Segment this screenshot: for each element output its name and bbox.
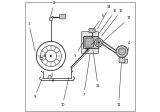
Circle shape (116, 46, 128, 57)
Circle shape (49, 17, 53, 21)
Text: 3: 3 (74, 43, 83, 58)
FancyBboxPatch shape (84, 37, 99, 49)
Circle shape (48, 75, 52, 79)
Text: 9: 9 (33, 78, 43, 99)
Circle shape (95, 38, 103, 47)
Text: 17: 17 (103, 16, 132, 41)
Circle shape (50, 55, 52, 57)
Text: 11: 11 (93, 50, 100, 88)
Circle shape (98, 41, 100, 44)
Circle shape (118, 48, 126, 55)
Text: 13: 13 (84, 41, 95, 52)
Text: 5: 5 (92, 14, 104, 30)
Text: 7: 7 (83, 54, 90, 97)
Text: 6: 6 (36, 54, 46, 58)
Text: 12: 12 (116, 62, 121, 107)
Text: 10: 10 (60, 77, 69, 107)
Text: 2: 2 (50, 1, 55, 17)
Text: 1: 1 (28, 22, 35, 52)
Circle shape (96, 40, 101, 45)
FancyBboxPatch shape (60, 14, 66, 19)
FancyBboxPatch shape (85, 38, 93, 47)
FancyBboxPatch shape (81, 32, 99, 53)
FancyBboxPatch shape (119, 58, 125, 63)
FancyBboxPatch shape (123, 59, 128, 63)
Ellipse shape (40, 57, 43, 59)
Text: 4: 4 (128, 41, 130, 50)
Text: 16: 16 (102, 9, 124, 36)
FancyBboxPatch shape (89, 28, 95, 33)
Text: 8: 8 (51, 73, 54, 83)
Text: 15: 15 (98, 9, 118, 34)
Text: 14: 14 (97, 5, 111, 29)
